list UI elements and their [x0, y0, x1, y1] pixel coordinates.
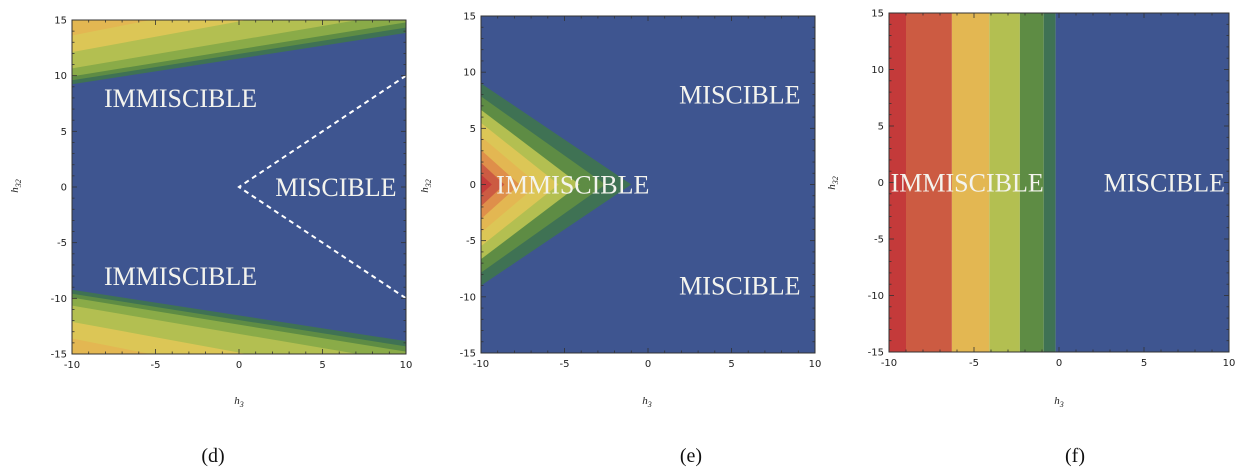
y-tick-label: -5 — [57, 238, 67, 249]
x-tick-label: -10 — [473, 359, 489, 370]
x-tick-label: -5 — [151, 360, 161, 371]
y-tick-label: 15 — [871, 9, 884, 20]
color-band — [889, 13, 906, 352]
panel-f-region-labels: IMMISCIBLE MISCIBLE — [891, 169, 1225, 198]
y-tick-label: -15 — [868, 348, 884, 359]
panel-f-caption: (f) — [1065, 445, 1085, 467]
y-tick-label: 15 — [463, 12, 476, 23]
panel-f-plot-area — [888, 12, 1230, 353]
y-tick-label: -5 — [874, 235, 884, 246]
x-tick-label: -10 — [881, 358, 897, 369]
y-tick-label: -10 — [868, 291, 884, 302]
x-tick-label: 0 — [236, 360, 242, 371]
boundary-dashed-line — [237, 74, 406, 300]
y-tick-label: 0 — [61, 183, 67, 194]
panel-d-plot-area — [71, 19, 407, 355]
x-tick-label: 10 — [400, 360, 413, 371]
region-label: MISCIBLE — [275, 173, 396, 202]
x-tick-label: -10 — [64, 360, 80, 371]
region-label: IMMISCIBLE — [104, 262, 257, 291]
region-label: MISCIBLE — [679, 272, 800, 301]
contour-band — [481, 174, 492, 195]
color-band — [906, 13, 952, 352]
panel-f-ylabel: h32 — [826, 176, 840, 190]
y-tick-label: 10 — [871, 65, 884, 76]
y-tick-label: 10 — [54, 71, 67, 82]
y-tick-label: -10 — [51, 294, 67, 305]
y-tick-label: 15 — [54, 16, 67, 27]
color-band — [989, 13, 1020, 352]
x-tick-label: 10 — [1223, 358, 1236, 369]
panel-e-xlabel: h3 — [642, 395, 652, 409]
y-tick-label: 0 — [470, 180, 476, 191]
panel-f-xlabel: h3 — [1054, 395, 1064, 409]
x-tick-label: 5 — [728, 359, 734, 370]
x-tick-label: 10 — [809, 359, 822, 370]
panel-d-region-labels: IMMISCIBLE MISCIBLE IMMISCIBLE — [104, 84, 397, 291]
y-tick-label: 10 — [463, 68, 476, 79]
x-tick-label: 0 — [1056, 358, 1062, 369]
color-band — [1019, 13, 1044, 352]
x-tick-label: 0 — [645, 359, 651, 370]
y-tick-label: 5 — [61, 127, 67, 138]
panel-d-caption: (d) — [201, 445, 224, 467]
panel-e-region-labels: MISCIBLE IMMISCIBLE MISCIBLE — [496, 81, 800, 301]
panel-d-xlabel: h3 — [234, 395, 244, 409]
region-label: MISCIBLE — [1104, 169, 1225, 198]
panel-e-ylabel: h32 — [419, 179, 433, 193]
region-label: IMMISCIBLE — [496, 171, 649, 200]
y-tick-label: 5 — [878, 122, 884, 133]
y-tick-label: 0 — [878, 178, 884, 189]
color-band — [1043, 13, 1056, 352]
region-label: IMMISCIBLE — [891, 169, 1044, 198]
region-label: IMMISCIBLE — [104, 84, 257, 113]
y-tick-label: -15 — [51, 350, 67, 361]
panel-e-caption: (e) — [680, 445, 702, 467]
x-tick-label: -5 — [969, 358, 979, 369]
y-tick-label: -15 — [460, 349, 476, 360]
y-tick-label: -5 — [466, 236, 476, 247]
x-tick-label: 5 — [319, 360, 325, 371]
y-tick-label: 5 — [470, 124, 476, 135]
panel-d-ylabel: h32 — [9, 179, 23, 193]
x-tick-label: 5 — [1141, 358, 1147, 369]
color-band — [951, 13, 990, 352]
region-label: MISCIBLE — [679, 81, 800, 110]
x-tick-label: -5 — [560, 359, 570, 370]
contour-band — [481, 162, 505, 207]
color-band — [1055, 13, 1229, 352]
y-tick-label: -10 — [460, 292, 476, 303]
